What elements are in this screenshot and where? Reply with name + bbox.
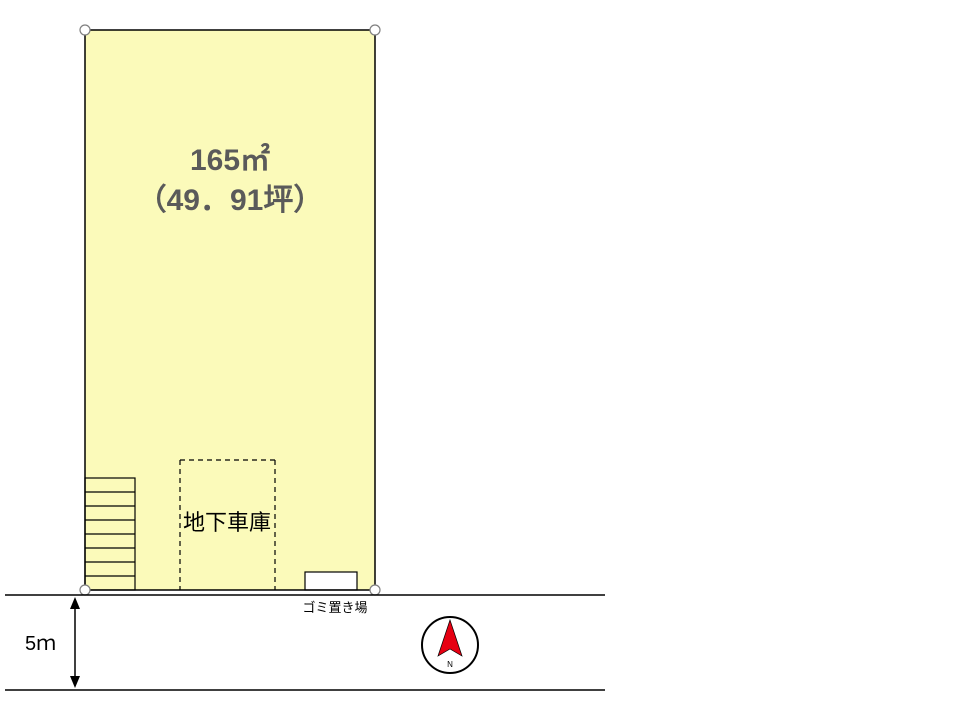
vertex-marker: [80, 585, 90, 595]
garage-label: 地下車庫: [183, 510, 271, 535]
trash-box: [305, 572, 357, 590]
vertex-marker: [370, 25, 380, 35]
plot-diagram: 地下車庫 165㎡ （49．91坪） ゴミ置き場 5ｍ N: [0, 0, 960, 720]
compass-icon: N: [422, 617, 478, 673]
road-width-label: 5ｍ: [25, 633, 56, 655]
area-tsubo-label: （49．91坪）: [137, 183, 324, 217]
vertex-marker: [80, 25, 90, 35]
trash-label: ゴミ置き場: [302, 600, 367, 615]
compass-label: N: [447, 660, 453, 669]
area-m2-label: 165㎡: [190, 143, 270, 177]
road-width-arrow: [70, 597, 80, 688]
vertex-marker: [370, 585, 380, 595]
